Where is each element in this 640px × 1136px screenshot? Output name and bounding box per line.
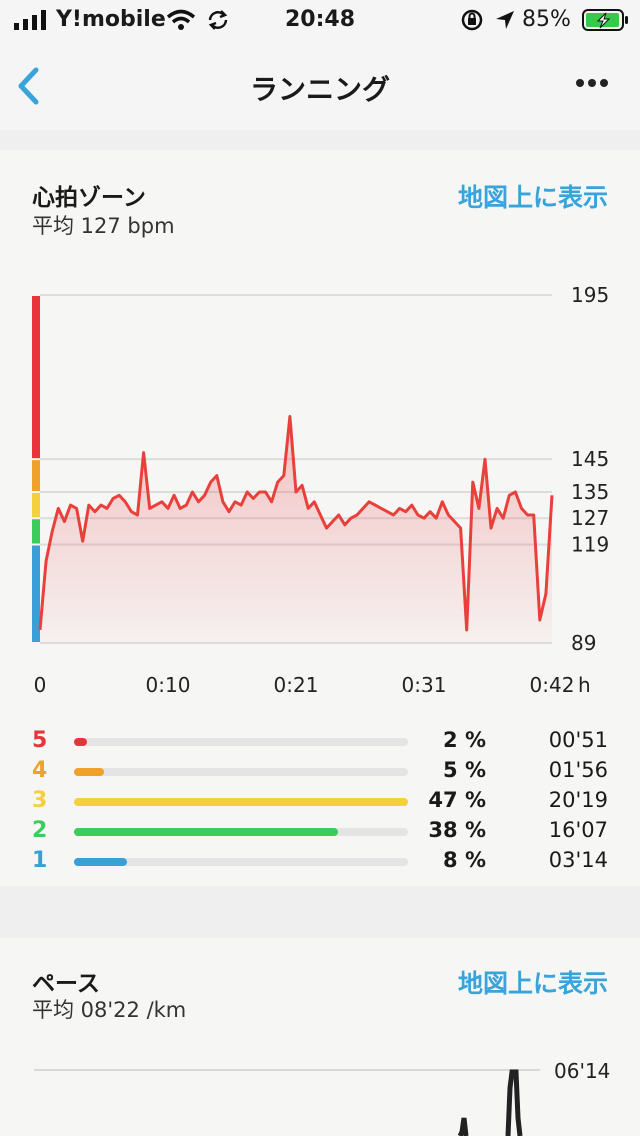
zone-row: 3 47 % 20'19: [0, 788, 640, 818]
zone-progress-fill: [74, 738, 88, 746]
battery-icon: [582, 9, 628, 31]
page-title: ランニング: [249, 73, 390, 106]
x-tick-label: 0: [34, 673, 47, 697]
rotation-lock-icon: [461, 9, 483, 31]
zone-percentage: 38 %: [428, 818, 486, 842]
zone-row: 2 38 % 16'07: [0, 818, 640, 848]
pace-map-link[interactable]: 地図上に表示: [457, 969, 608, 998]
zone-number: 3: [32, 788, 48, 813]
zone-progress-fill: [74, 798, 408, 806]
heart-zone-card: 心拍ゾーン 平均 127 bpm 地図上に表示 195 145 135 127 119 8…: [0, 150, 640, 886]
zone-percentage: 8 %: [443, 848, 486, 872]
zone-row: 4 5 % 01'56: [0, 758, 640, 788]
y-tick-label: 135: [571, 480, 609, 504]
carrier-name: Y!mobile: [56, 7, 166, 32]
heart-zone-average: 平均 127 bpm: [32, 214, 175, 238]
zone-duration: 16'07: [548, 818, 608, 842]
y-tick-label: 127: [571, 506, 609, 530]
zone-color-segment: [32, 460, 40, 491]
zone-number: 1: [32, 848, 48, 873]
zone-number: 4: [32, 758, 48, 783]
zone-row: 1 8 % 03'14: [0, 848, 640, 878]
zone-progress-fill: [74, 828, 338, 836]
zone-number: 2: [32, 818, 48, 843]
back-chevron-icon[interactable]: [14, 66, 44, 106]
zone-duration: 20'19: [548, 788, 608, 812]
y-tick-label: 145: [571, 447, 609, 471]
zone-progress-track: [74, 738, 408, 746]
wifi-icon: [166, 9, 196, 30]
clock: 20:48: [284, 7, 356, 32]
zone-duration: 00'51: [548, 728, 608, 752]
signal-icon: [14, 10, 46, 30]
zone-color-segment: [32, 545, 40, 642]
pace-top-tick: 06'14: [554, 1059, 610, 1083]
zone-percentage: 47 %: [428, 788, 486, 812]
sync-icon: [208, 10, 228, 30]
x-tick-label: 0:31: [402, 673, 447, 697]
y-tick-label: 119: [571, 533, 609, 557]
zone-progress-fill: [74, 768, 105, 776]
pace-title: ペース: [32, 971, 100, 997]
heart-rate-area: [40, 416, 552, 643]
zone-row: 5 2 % 00'51: [0, 728, 640, 758]
x-tick-label: 0:42: [530, 673, 575, 697]
pace-chart: 06'14: [34, 1059, 610, 1136]
heart-zone-title: 心拍ゾーン: [32, 185, 146, 211]
battery-percentage: 85%: [522, 7, 571, 32]
pace-average: 平均 08'22 /km: [32, 998, 187, 1022]
zone-progress-track: [74, 828, 408, 836]
y-tick-label: 89: [571, 631, 596, 655]
zone-duration: 01'56: [548, 758, 608, 782]
status-bar: Y!mobile 20:48 85%: [0, 0, 640, 40]
x-tick-label: 0:10: [146, 673, 191, 697]
zone-percentage: 2 %: [443, 728, 486, 752]
zone-progress-track: [74, 858, 408, 866]
zone-color-segment: [32, 296, 40, 459]
zone-progress-track: [74, 798, 408, 806]
more-options-icon[interactable]: [574, 76, 610, 90]
pace-line: [457, 1069, 523, 1136]
zone-color-segment: [32, 519, 40, 544]
zone-percentage: 5 %: [443, 758, 486, 782]
zone-progress-track: [74, 768, 408, 776]
zone-number: 5: [32, 728, 48, 753]
pace-card: ペース 平均 08'22 /km 地図上に表示 06'14: [0, 938, 640, 1136]
y-tick-label: 195: [571, 283, 609, 307]
heart-rate-line: [38, 415, 554, 632]
x-axis-unit: h: [578, 673, 591, 697]
zone-duration: 03'14: [548, 848, 608, 872]
zone-progress-fill: [74, 858, 128, 866]
heart-zone-map-link[interactable]: 地図上に表示: [457, 183, 608, 212]
location-arrow-icon: [496, 11, 514, 29]
x-tick-label: 0:21: [274, 673, 319, 697]
navigation-bar: ランニング: [0, 40, 640, 130]
zone-color-segment: [32, 492, 40, 518]
